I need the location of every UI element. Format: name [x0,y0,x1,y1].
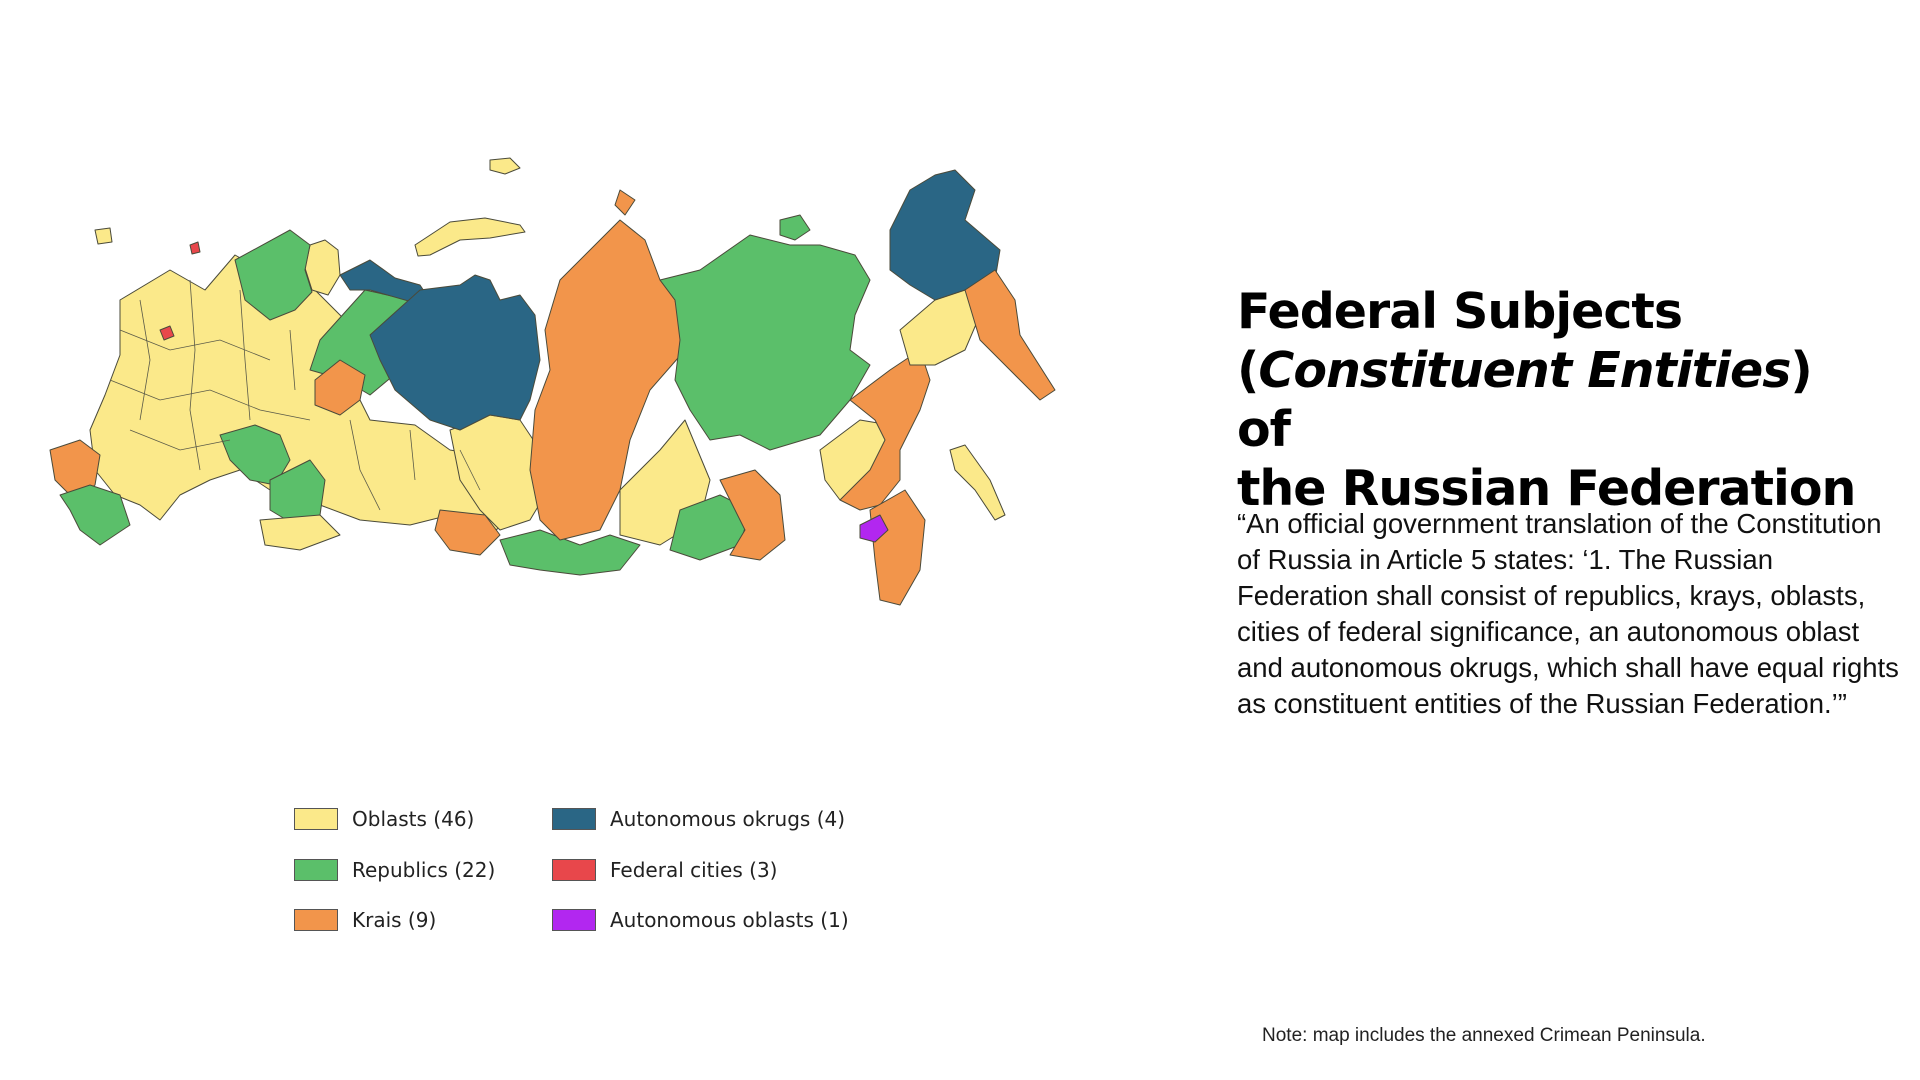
legend-label-republics: Republics (22) [352,857,496,882]
footnote: Note: map includes the annexed Crimean P… [1262,1025,1706,1046]
region-altai-krai [434,509,501,556]
constitution-quote: “An official government translation of t… [1237,508,1899,719]
legend-item-federal-cities: Federal cities (3) [552,857,852,883]
region-sakha-republic [659,234,871,451]
region-stpetersburg-federal-city [189,241,201,255]
legend-label-autonomous-oblasts: Autonomous oblasts (1) [610,908,849,932]
legend-swatch-republics [294,858,338,881]
region-chukotka-okrug [889,169,1001,301]
legend-label-oblasts: Oblasts (46) [352,807,475,831]
legend-swatch-oblasts [294,808,338,830]
region-taymyr-north [614,189,636,216]
legend-swatch-autonomous-okrugs [552,808,596,830]
legend-item-oblasts: Oblasts (46) [294,806,552,832]
title-line-1: Federal Subjects [1237,283,1683,340]
russia-federal-subjects-map [20,150,1130,760]
region-orenburg-oblast [259,514,341,551]
region-krasnoyarsk-krai [529,219,686,541]
region-sakhalin-oblast [949,444,1006,521]
region-caucasus-krais [49,439,101,501]
region-new-siberian-islands [779,214,811,241]
title-open-paren: ( [1237,342,1259,399]
legend-label-krais: Krais (9) [352,908,437,932]
legend-item-republics: Republics (22) [294,857,552,883]
region-zabaykalsky-krai [719,469,786,561]
legend-label-autonomous-okrugs: Autonomous okrugs (4) [610,807,846,831]
region-moscow-federal-city [159,325,175,341]
region-primorsky-krai [869,489,926,606]
region-karelia-republic [234,229,313,321]
title-close-of: ) of [1237,342,1813,458]
region-volga-republics [219,424,291,486]
region-yamalo-khanty-okrugs [369,274,541,431]
legend-swatch-federal-cities [552,858,596,881]
region-jewish-autonomous-oblast [859,514,889,543]
legend-swatch-krais [294,909,338,931]
page-title: Federal Subjects (Constituent Entities) … [1237,282,1877,518]
region-franz-josef-land [489,157,521,175]
internal-borders [109,279,481,511]
region-murmansk-oblast [304,239,341,296]
legend-label-federal-cities: Federal cities (3) [610,857,778,882]
legend-item-autonomous-okrugs: Autonomous okrugs (4) [552,806,852,832]
region-perm-krai [314,359,366,416]
title-italic: Constituent Entities [1258,342,1791,399]
legend-item-autonomous-oblasts: Autonomous oblasts (1) [552,907,852,933]
legend-swatch-autonomous-oblasts [552,909,596,931]
region-novaya-zemlya [414,217,526,257]
map-svg [49,157,1056,606]
region-kaliningrad-oblast [94,227,113,245]
map-legend: Oblasts (46) Autonomous okrugs (4) Repub… [294,806,852,958]
region-kamchatka-krai [964,269,1056,401]
region-caucasus-republics [59,484,131,546]
legend-item-krais: Krais (9) [294,907,552,933]
title-line-3: the Russian Federation [1237,460,1856,517]
